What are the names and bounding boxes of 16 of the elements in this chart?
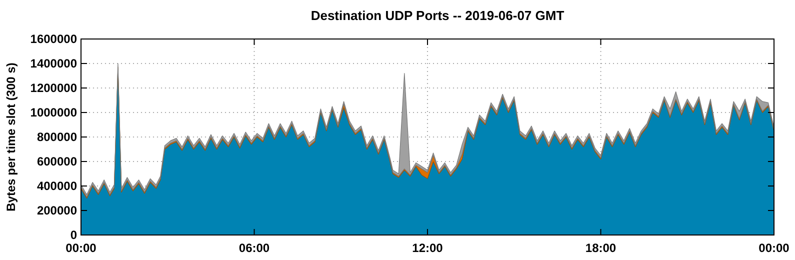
y-axis-title: Bytes per time slot (300 s) [4,62,18,212]
chart-title: Destination UDP Ports -- 2019-06-07 GMT [310,8,564,23]
y-tick-label: 1600000 [30,32,78,46]
y-tick-label: 200000 [36,204,78,218]
x-tick-label: 00:00 [758,241,790,255]
y-tick-label: 0 [70,228,78,242]
x-tick-label: 06:00 [238,241,270,255]
y-tick-label: 600000 [36,154,78,169]
y-tick-label: 1400000 [30,56,78,71]
x-tick-label: 18:00 [585,241,616,255]
y-tick-label: 1000000 [30,106,78,120]
y-tick-label: 400000 [36,179,78,194]
x-tick-label: 12:00 [412,241,444,255]
y-tick-label: 1200000 [30,81,78,96]
y-tick-label: 800000 [36,130,78,144]
x-tick-label: 00:00 [66,241,97,255]
